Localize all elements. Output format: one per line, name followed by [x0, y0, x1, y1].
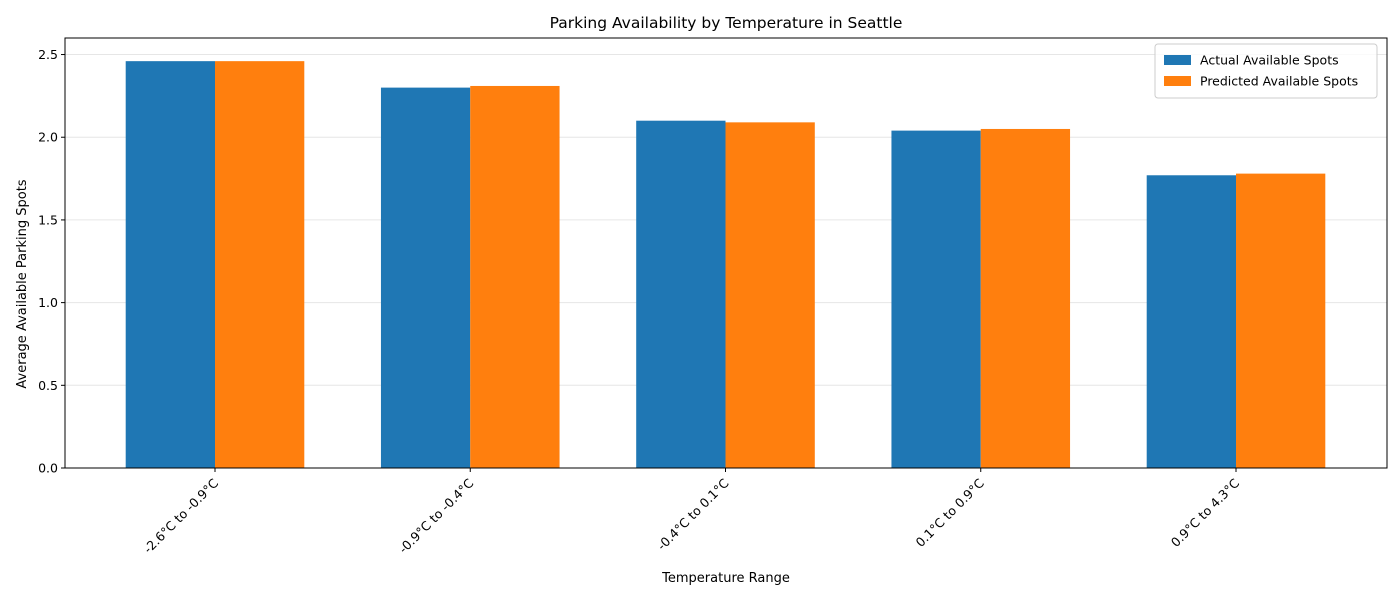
x-tick-label: 0.1°C to 0.9°C [912, 475, 987, 550]
legend-box [1154, 43, 1378, 99]
x-axis-title: Temperature Range [661, 571, 790, 586]
bars [125, 61, 1326, 469]
legend-swatch [1164, 55, 1191, 65]
bar [725, 122, 815, 468]
legend-swatch [1164, 76, 1191, 86]
y-tick-label: 2.5 [38, 47, 58, 62]
bar [1236, 173, 1326, 468]
bar [470, 85, 560, 468]
y-tick-label: 1.0 [38, 295, 58, 310]
bar [1146, 175, 1236, 468]
legend-label: Predicted Available Spots [1200, 74, 1358, 89]
y-tick-label: 1.5 [38, 212, 58, 227]
chart-title: Parking Availability by Temperature in S… [550, 14, 903, 32]
bar [380, 87, 471, 468]
x-tick-label: -0.9°C to -0.4°C [396, 475, 477, 556]
bar [125, 61, 215, 469]
y-tick-label: 2.0 [38, 130, 58, 145]
legend-label: Actual Available Spots [1200, 53, 1339, 68]
bar [891, 130, 981, 468]
bar [636, 120, 726, 468]
y-ticks: 0.0 0.5 1.0 1.5 2.0 2.5 [38, 47, 65, 476]
x-tick-label: -0.4°C to 0.1°C [654, 475, 732, 553]
y-tick-label: 0.0 [38, 461, 58, 476]
x-ticks: -2.6°C to -0.9°C -0.9°C to -0.4°C -0.4°C t… [140, 468, 1242, 556]
bar [215, 61, 305, 469]
legend: Actual Available Spots Predicted Availabl… [1154, 43, 1378, 99]
x-tick-label: -2.6°C to -0.9°C [140, 475, 221, 556]
x-tick-label: 0.9°C to 4.3°C [1168, 475, 1243, 550]
y-tick-label: 0.5 [38, 378, 58, 393]
y-axis-title: Average Available Parking Spots [15, 179, 30, 388]
bar [980, 128, 1071, 468]
